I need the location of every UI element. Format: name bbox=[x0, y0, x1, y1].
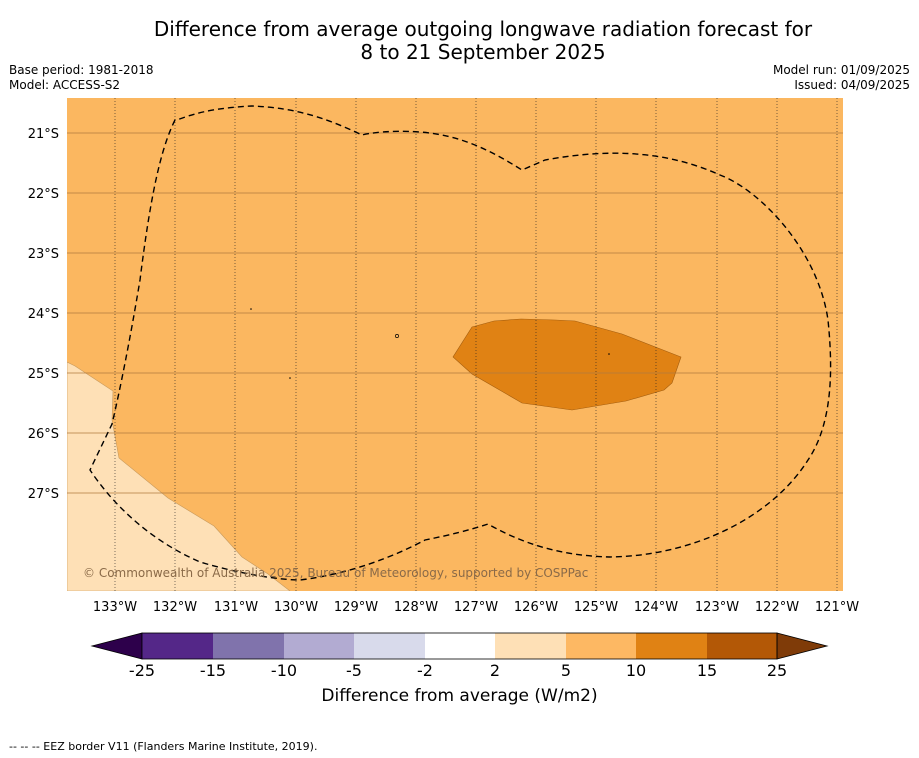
colorbar-extend-low bbox=[90, 632, 143, 660]
islands bbox=[250, 308, 610, 379]
colorbar-swatch bbox=[213, 633, 284, 659]
colorbar-tick: 2 bbox=[490, 661, 500, 680]
lat-label: 24°S bbox=[28, 307, 59, 322]
colorbar-label: Difference from average (W/m2) bbox=[321, 686, 598, 706]
chart-title: Difference from average outgoing longwav… bbox=[0, 18, 919, 64]
lat-axis: 21°S 22°S 23°S 24°S 25°S 26°S 27°S bbox=[28, 127, 59, 502]
colorbar-tick: -2 bbox=[417, 661, 433, 680]
colorbar-swatch bbox=[707, 633, 777, 659]
map-field: © Commonwealth of Australia 2025, Bureau… bbox=[67, 98, 843, 591]
lat-label: 25°S bbox=[28, 367, 59, 382]
colorbar-tick: 10 bbox=[626, 661, 646, 680]
lon-label: 123°W bbox=[695, 600, 739, 615]
colorbar-extend-high bbox=[776, 632, 829, 660]
colorbar-tick: -25 bbox=[129, 661, 155, 680]
colorbar-swatch bbox=[284, 633, 354, 659]
colorbar-swatch bbox=[495, 633, 566, 659]
colorbar-swatch bbox=[425, 633, 495, 659]
lon-label: 122°W bbox=[755, 600, 799, 615]
colorbar-tick: -15 bbox=[200, 661, 226, 680]
anomaly-region-2-5 bbox=[67, 361, 291, 591]
lon-label: 133°W bbox=[93, 600, 137, 615]
meta-left: Base period: 1981-2018 Model: ACCESS-S2 bbox=[9, 63, 154, 93]
lon-label: 130°W bbox=[274, 600, 318, 615]
map-gridlines bbox=[67, 98, 843, 591]
lon-axis: 133°W 132°W 131°W 130°W 129°W 128°W 127°… bbox=[93, 600, 859, 615]
copyright-note: © Commonwealth of Australia 2025, Bureau… bbox=[83, 566, 588, 580]
colorbar-swatch bbox=[566, 633, 636, 659]
anomaly-region-10-15 bbox=[452, 318, 682, 411]
eez-border bbox=[89, 105, 832, 581]
base-period: Base period: 1981-2018 bbox=[9, 63, 154, 77]
lon-label: 131°W bbox=[214, 600, 258, 615]
lat-label: 27°S bbox=[28, 487, 59, 502]
lon-label: 127°W bbox=[454, 600, 498, 615]
colorbar-tick: 25 bbox=[767, 661, 787, 680]
colorbar: -25 -15 -10 -5 -2 2 5 10 15 25 bbox=[90, 632, 829, 680]
lon-label: 121°W bbox=[815, 600, 859, 615]
lat-label: 21°S bbox=[28, 127, 59, 142]
lon-label: 126°W bbox=[514, 600, 558, 615]
colorbar-tick: -5 bbox=[346, 661, 362, 680]
model-run: Model run: 01/09/2025 bbox=[772, 63, 910, 77]
lon-label: 132°W bbox=[153, 600, 197, 615]
colorbar-tick: 5 bbox=[561, 661, 571, 680]
lon-label: 129°W bbox=[334, 600, 378, 615]
colorbar-swatch bbox=[142, 633, 213, 659]
issued-date: Issued: 04/09/2025 bbox=[794, 78, 910, 92]
colorbar-tick: 15 bbox=[697, 661, 717, 680]
colorbar-tick: -10 bbox=[271, 661, 297, 680]
model-name: Model: ACCESS-S2 bbox=[9, 78, 121, 92]
lat-label: 22°S bbox=[28, 187, 59, 202]
title-line-1: Difference from average outgoing longwav… bbox=[153, 17, 813, 41]
lon-label: 125°W bbox=[574, 600, 618, 615]
lon-label: 124°W bbox=[634, 600, 678, 615]
eez-source-note: -- -- -- EEZ border V11 (Flanders Marine… bbox=[9, 740, 318, 753]
anomaly-region-5-10 bbox=[67, 98, 843, 591]
colorbar-swatch bbox=[636, 633, 707, 659]
lon-label: 128°W bbox=[394, 600, 438, 615]
lat-label: 26°S bbox=[28, 427, 59, 442]
title-line-2: 8 to 21 September 2025 bbox=[360, 40, 606, 64]
meta-right: Model run: 01/09/2025 Issued: 04/09/2025 bbox=[773, 63, 910, 93]
lat-label: 23°S bbox=[28, 247, 59, 262]
colorbar-swatch bbox=[354, 633, 425, 659]
